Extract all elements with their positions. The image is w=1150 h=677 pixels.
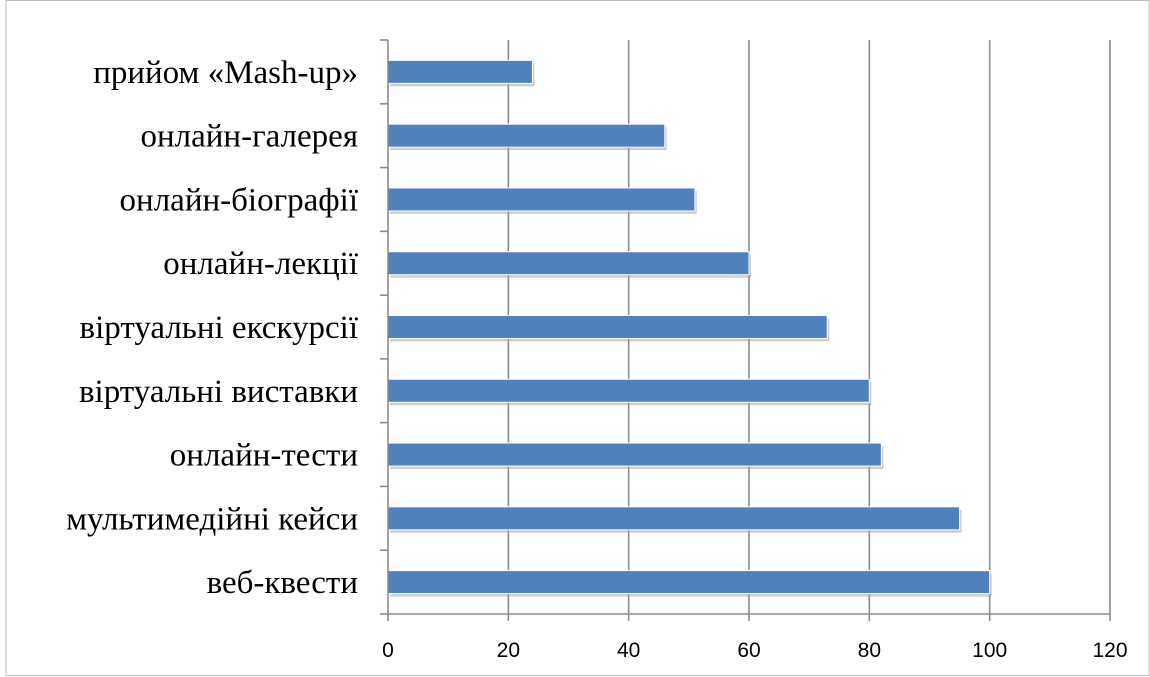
bar: [387, 315, 828, 339]
category-label: віртуальні виставки: [79, 374, 358, 410]
category-label: веб-квести: [207, 565, 358, 601]
category-label: мультимедійні кейси: [66, 501, 358, 537]
x-tick-label: 120: [1092, 639, 1127, 662]
bar: [387, 570, 991, 595]
bar: [387, 187, 696, 212]
category-label: онлайн-біографії: [120, 182, 359, 218]
bar: [387, 506, 961, 531]
chart-border: [5, 0, 1150, 676]
category-label: онлайн-лекції: [163, 246, 359, 282]
axes: [380, 39, 1111, 621]
x-tick-label: 100: [972, 639, 1007, 662]
x-tick-label: 80: [858, 639, 881, 662]
category-label: прийом «Mash-up»: [93, 55, 358, 91]
category-label: віртуальні екскурсії: [80, 310, 359, 346]
bar: [387, 123, 666, 148]
bar: [387, 378, 870, 403]
labels: 0 20 40 60 80 100 120 веб-квести мультимедійні к…: [66, 55, 1127, 662]
bars: [387, 59, 992, 597]
bar: [387, 59, 533, 84]
x-tick-label: 0: [382, 639, 394, 662]
bar: [387, 251, 750, 276]
category-label: онлайн-тести: [170, 438, 358, 474]
x-tick-label: 60: [737, 639, 760, 662]
category-label: онлайн-галерея: [141, 119, 359, 155]
bar: [387, 442, 882, 467]
x-tick-label: 40: [617, 639, 640, 662]
x-tick-label: 20: [497, 639, 520, 662]
